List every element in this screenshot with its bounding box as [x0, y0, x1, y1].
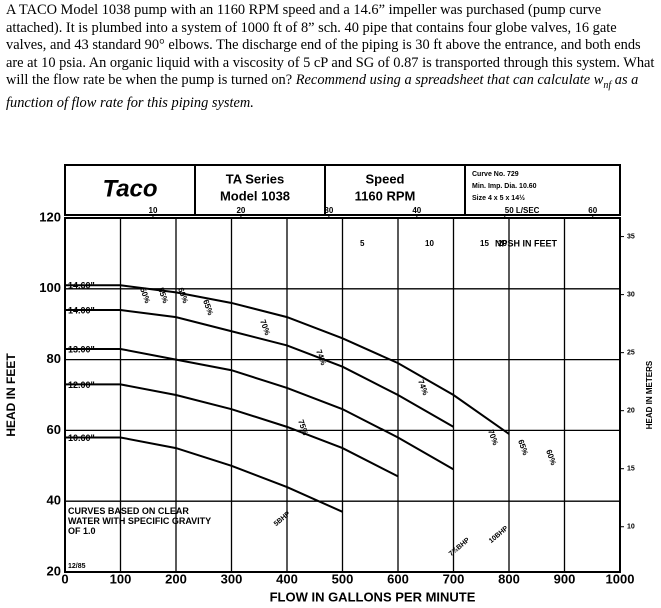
problem-emphasis: Recommend using a spreadsheet that can c…: [295, 72, 594, 89]
y2-tick-label: 10: [627, 524, 635, 531]
x-tick-label: 800: [498, 571, 520, 586]
x2-tick-label: 30: [324, 206, 333, 215]
speed-title: Speed: [365, 171, 404, 186]
impeller-curve: [65, 309, 454, 428]
impeller-label: 12.00": [68, 380, 95, 390]
impeller-label: 14.60": [68, 281, 95, 291]
impeller-label: 14.00": [68, 305, 95, 315]
x-tick-label: 400: [276, 571, 298, 586]
x2-tick-label: 20: [236, 206, 245, 215]
y2-tick-label: 25: [627, 349, 635, 356]
impeller-curve: [65, 383, 399, 478]
y-tick-label: 60: [47, 422, 61, 437]
annotation: 10: [425, 239, 434, 248]
annotation: 70%: [258, 318, 272, 336]
x-tick-label: 300: [221, 571, 243, 586]
impeller-label: 10.60": [68, 433, 95, 443]
y-tick-label: 120: [39, 209, 61, 224]
x-tick-label: 700: [443, 571, 465, 586]
x2-tick-label: 40: [412, 206, 421, 215]
problem-body: A TACO Model 1038 pump with an 1160 RPM …: [6, 2, 655, 89]
y2-axis-label: HEAD IN METERS: [645, 360, 654, 429]
min-imp: Min. Imp. Dia. 10.60: [472, 183, 537, 190]
annotation: 12/85: [68, 563, 86, 570]
annotation: NPSH IN FEET: [495, 238, 558, 248]
brand: Taco: [102, 175, 157, 202]
annotation: 65%: [201, 298, 215, 316]
annotation: 7½BHP: [447, 536, 471, 558]
impeller-curve: [65, 284, 510, 435]
annotation: 5: [360, 239, 365, 248]
x-axis-label: FLOW IN GALLONS PER MINUTE: [270, 589, 476, 604]
x2-tick-label: 10: [149, 206, 158, 215]
impeller-label: 13.00": [68, 344, 95, 354]
y2-tick-label: 35: [627, 233, 635, 240]
annotation: 60%: [544, 448, 558, 466]
x2-tick-label: 60: [588, 206, 597, 215]
x-tick-label: 600: [387, 571, 409, 586]
curve-no: Curve No. 729: [472, 171, 519, 178]
series-name: TA Series: [226, 171, 285, 186]
impeller-curve: [65, 347, 454, 471]
x-tick-label: 900: [554, 571, 576, 586]
y2-tick-label: 20: [627, 408, 635, 415]
y-tick-label: 80: [47, 351, 61, 366]
x-tick-label: 0: [61, 571, 68, 586]
y-tick-label: 20: [47, 563, 61, 578]
y2-tick-label: 30: [627, 291, 635, 298]
x-tick-label: 100: [110, 571, 132, 586]
size: Size 4 x 5 x 14½: [472, 194, 525, 202]
annotation: 20: [498, 239, 507, 248]
var: w: [593, 72, 604, 89]
annotation: CURVES BASED ON CLEAR WATER WITH SPECIFIC…: [68, 506, 211, 536]
var-sub: nf: [603, 80, 612, 92]
header-box: [64, 164, 621, 216]
y-tick-label: 40: [47, 493, 61, 508]
problem-emphasis-end: as a function of flow rate for this pipi…: [6, 72, 639, 111]
annotation: 5BHP: [273, 510, 292, 528]
annotation: 15: [480, 239, 489, 248]
annotation: 65%: [516, 438, 530, 456]
x-tick-label: 500: [332, 571, 354, 586]
annotation: 75%: [296, 418, 310, 436]
speed: 1160 RPM: [355, 188, 416, 203]
y2-tick-label: 15: [627, 466, 635, 473]
x-tick-label: 200: [165, 571, 187, 586]
annotation: 10BHP: [488, 525, 510, 545]
model: Model 1038: [220, 188, 290, 203]
problem-text: A TACO Model 1038 pump with an 1160 RPM …: [6, 2, 656, 112]
x-tick-label: 1000: [606, 571, 635, 586]
y-axis-label: HEAD IN FEET: [4, 353, 18, 437]
x2-tick-label: 50 L/SEC: [505, 206, 540, 215]
impeller-curve: [65, 436, 343, 513]
y-tick-label: 100: [39, 280, 61, 295]
